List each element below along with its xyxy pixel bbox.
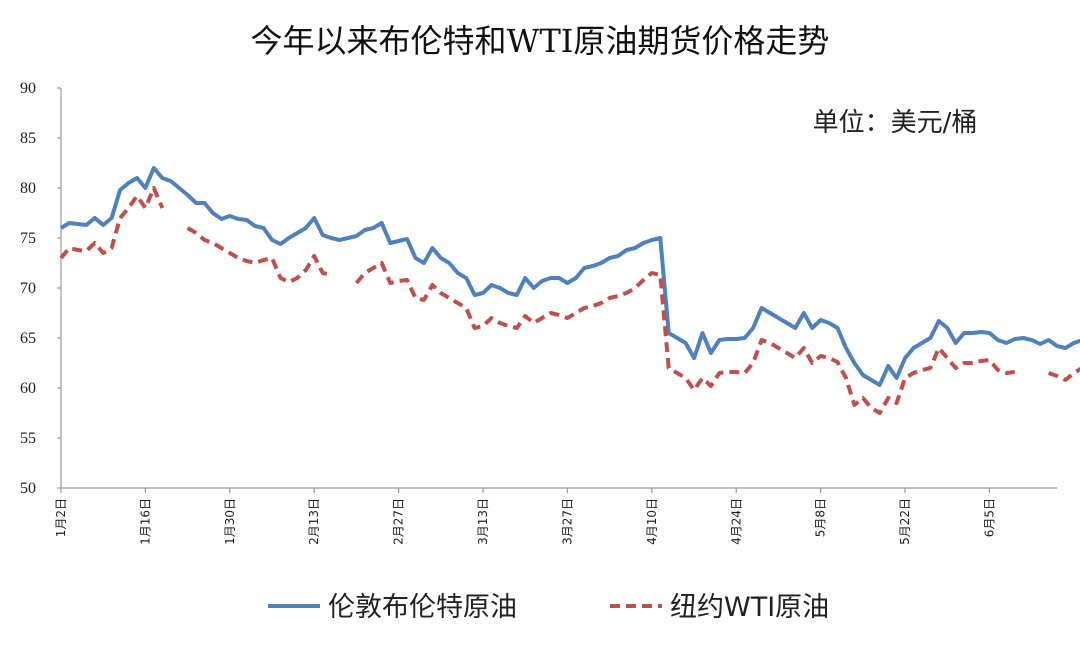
y-tick-label: 70: [20, 280, 36, 297]
x-tick-label: 3月13日: [476, 498, 490, 545]
y-tick-label: 75: [20, 230, 36, 247]
y-tick-label: 50: [20, 480, 36, 497]
y-tick-label: 80: [20, 180, 36, 197]
y-tick-label: 85: [20, 130, 36, 147]
series-layer: [59, 166, 1080, 415]
y-tick-label: 65: [20, 330, 36, 347]
x-tick-label: 5月22日: [898, 498, 912, 545]
x-tick-label: 1月16日: [138, 498, 152, 545]
x-tick-label: 2月27日: [392, 498, 406, 545]
y-tick-label: 60: [20, 380, 36, 397]
x-tick-label: 5月8日: [814, 498, 828, 537]
x-tick-label: 1月30日: [223, 498, 237, 545]
legend-wti-label: 纽约WTI原油: [670, 592, 829, 623]
chart-title: 今年以来布伦特和WTI原油期货价格走势: [251, 22, 830, 60]
x-axis: 1月2日 1月16日 1月30日 2月13日 2月27日 3月13日 3月27日 4月10日 4…: [54, 487, 1057, 545]
y-tick-label: 55: [20, 430, 36, 447]
series-line-wti: [59, 186, 1080, 415]
x-tick-label: 3月27日: [560, 498, 574, 545]
x-tick-label: 6月5日: [982, 498, 996, 537]
unit-label: 单位：美元/桶: [813, 108, 978, 138]
x-tick-label: 4月24日: [729, 498, 743, 545]
x-tick-label: 4月10日: [645, 498, 659, 545]
y-tick-label: 90: [20, 80, 36, 97]
legend-brent-label: 伦敦布伦特原油: [328, 592, 517, 623]
x-tick-label: 1月2日: [54, 498, 68, 537]
y-axis: 50 55 60 65 70 75 80 85 90: [20, 80, 62, 497]
x-tick-label: 2月13日: [307, 498, 321, 545]
series-line-brent: [59, 166, 1080, 387]
legend: 伦敦布伦特原油 纽约WTI原油: [268, 592, 829, 623]
